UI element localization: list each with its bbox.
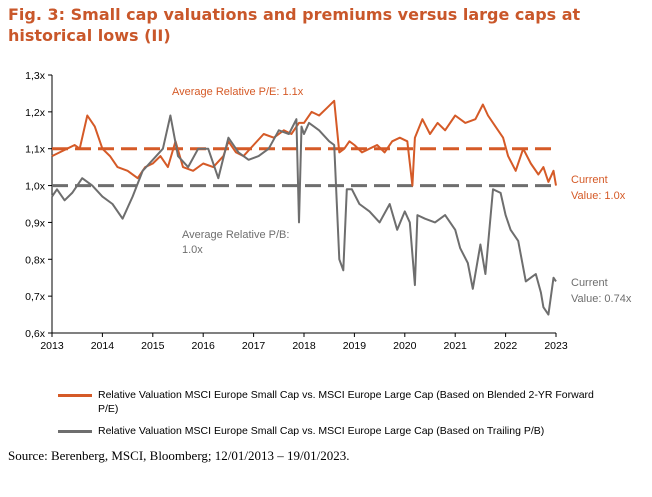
y-tick-label: 0,9x [25,217,46,229]
axes: 0,6x 0,7x 0,8x 0,9x 1,0x 1,1x 1,2x 1,3x 2013 2014… [25,70,568,352]
legend-label-pb: Relative Valuation MSCI Europe Small Cap… [98,425,545,437]
average-reference-lines [52,147,556,188]
annotations: Average Relative P/E: 1.1x Average Relati… [172,86,632,305]
legend-label-pe: Relative Valuation MSCI Europe Small Cap… [98,389,594,415]
series-line-pe [51,99,557,187]
annotation-current-pb: Current [571,277,608,289]
x-tick-label: 2022 [494,340,518,352]
annotation-average-pb: Average Relative P/B: [182,229,289,241]
annotation-current-pb-value: Value: 0.74x [571,293,632,305]
x-tick-label: 2013 [40,340,64,352]
legend-swatch-pe [58,394,92,397]
x-tick-label: 2021 [444,340,468,352]
y-tick-label: 1,0x [25,181,46,193]
x-tick-label: 2017 [242,340,266,352]
y-tick-label: 0,6x [25,328,46,340]
x-tick-label: 2015 [141,340,165,352]
annotation-current-pe-value: Value: 1.0x [571,190,626,202]
annotation-average-pb-value: 1.0x [182,244,203,256]
line-chart: 0,6x 0,7x 0,8x 0,9x 1,0x 1,1x 1,2x 1,3x 2013 2014… [25,70,632,352]
y-tick-label: 1,3x [25,70,46,82]
x-tick-label: 2014 [91,340,115,352]
annotation-current-pe: Current [571,174,608,186]
series-line-pb [51,114,557,316]
x-tick-label: 2020 [393,340,417,352]
x-tick-label: 2023 [544,340,568,352]
y-tick-label: 1,2x [25,107,46,119]
x-tick-label: 2019 [343,340,367,352]
series-lines [51,99,557,316]
chart-title: Fig. 3: Small cap valuations and premium… [8,5,581,45]
y-tick-label: 0,8x [25,254,46,266]
y-tick-label: 0,7x [25,291,46,303]
x-tick-label: 2016 [192,340,216,352]
y-tick-label: 1,1x [25,144,46,156]
source-note: Source: Berenberg, MSCI, Bloomberg; 12/0… [8,448,350,463]
annotation-average-pe: Average Relative P/E: 1.1x [172,86,304,98]
x-tick-label: 2018 [292,340,316,352]
legend-swatch-pb [58,430,92,433]
